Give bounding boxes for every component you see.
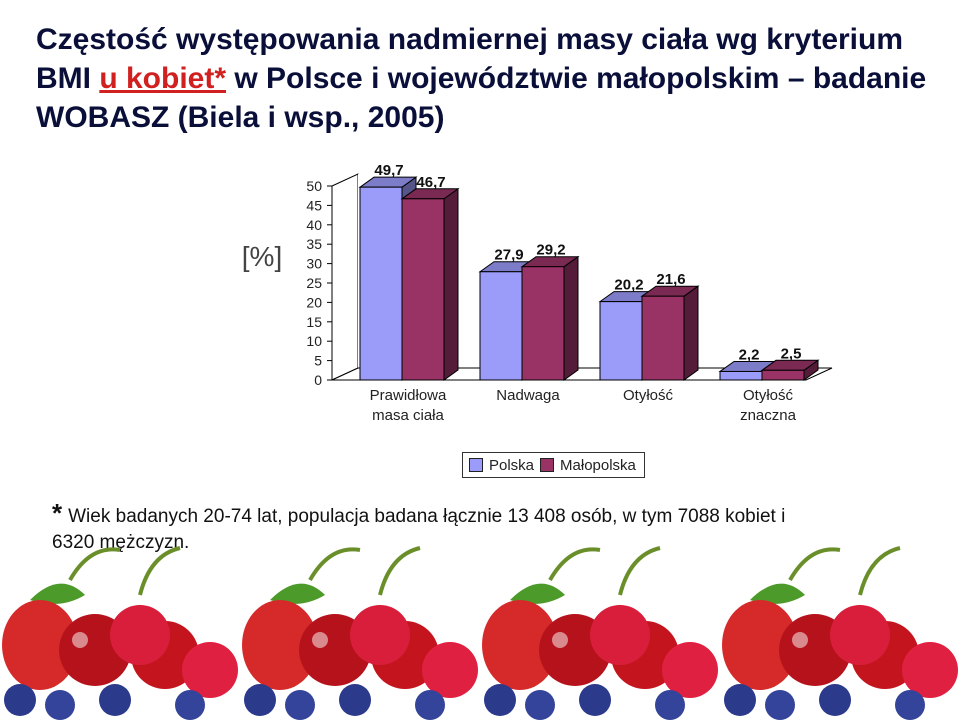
cherry-stem bbox=[68, 547, 121, 581]
bar-side bbox=[683, 285, 699, 381]
cherry-stem bbox=[308, 547, 361, 581]
cherry-highlight bbox=[72, 632, 88, 648]
bar-małopolska bbox=[761, 369, 805, 381]
strawberry bbox=[482, 600, 558, 690]
blueberry bbox=[484, 684, 516, 716]
chart-panel: 0 5 10 15 20 25 30 35 40 45 50 [%] 49,7 46,7 Prawidłow… bbox=[222, 158, 914, 483]
legend-label-polska: Polska bbox=[489, 456, 535, 474]
y-tick-label: 5 bbox=[314, 353, 322, 369]
bar-małopolska bbox=[641, 295, 685, 381]
legend-label-malopolska: Małopolska bbox=[560, 456, 636, 474]
data-label: 29,2 bbox=[536, 242, 565, 259]
footnote-text: Wiek badanych 20-74 lat, populacja badan… bbox=[52, 506, 786, 553]
blueberry bbox=[4, 684, 36, 716]
leaf bbox=[30, 583, 85, 604]
legend-swatch-polska bbox=[469, 458, 483, 472]
y-tick-label: 0 bbox=[314, 372, 322, 388]
category-label: Nadwaga bbox=[496, 387, 560, 404]
bar-chart: 0 5 10 15 20 25 30 35 40 45 50 [%] 49,7 46,7 Prawidłow… bbox=[242, 162, 912, 424]
data-label: 2,2 bbox=[739, 346, 760, 363]
blueberry bbox=[45, 690, 75, 720]
title-highlight: u kobiet* bbox=[99, 62, 227, 95]
y-tick-label: 25 bbox=[306, 275, 322, 291]
blueberry bbox=[244, 684, 276, 716]
bar-polska bbox=[359, 186, 403, 381]
blueberry bbox=[765, 690, 795, 720]
raspberry bbox=[662, 642, 718, 698]
raspberry bbox=[350, 605, 410, 665]
cherry-stem bbox=[618, 546, 661, 596]
footnote: * Wiek badanych 20-74 lat, populacja bada… bbox=[52, 500, 812, 556]
category-label: Otyłość bbox=[623, 387, 674, 404]
leaf bbox=[510, 583, 565, 604]
data-label: 49,7 bbox=[374, 162, 403, 179]
y-tick-label: 45 bbox=[306, 197, 322, 213]
category-label: Otyłość bbox=[743, 387, 794, 404]
raspberry bbox=[110, 605, 170, 665]
bar-polska bbox=[599, 301, 643, 381]
y-tick-label: 35 bbox=[306, 236, 322, 252]
footnote-star: * bbox=[52, 498, 63, 528]
blueberry bbox=[579, 684, 611, 716]
y-tick-label: 40 bbox=[306, 217, 322, 233]
raspberry bbox=[422, 642, 478, 698]
raspberry bbox=[830, 605, 890, 665]
bar-małopolska bbox=[521, 266, 565, 381]
y-axis-label: [%] bbox=[242, 241, 282, 272]
y-tick-label: 30 bbox=[306, 256, 322, 272]
blueberry bbox=[175, 690, 205, 720]
bar-małopolska bbox=[401, 198, 445, 381]
side-wall bbox=[331, 173, 359, 381]
y-tick-label: 20 bbox=[306, 294, 322, 310]
strawberry bbox=[2, 600, 78, 690]
cherry-stem bbox=[138, 546, 181, 596]
strawberry bbox=[722, 600, 798, 690]
blueberry bbox=[99, 684, 131, 716]
cherry-highlight bbox=[792, 632, 808, 648]
cherry-stem bbox=[788, 547, 841, 581]
bar-polska bbox=[479, 271, 523, 381]
chart-legend: Polska Małopolska bbox=[462, 452, 645, 478]
data-label: 2,5 bbox=[781, 345, 802, 362]
bar-polska bbox=[719, 370, 763, 381]
blueberry bbox=[819, 684, 851, 716]
cherry-stem bbox=[858, 546, 901, 596]
legend-swatch-malopolska bbox=[540, 458, 555, 472]
data-label: 46,7 bbox=[416, 174, 445, 191]
title-part1: Częstość występowania nadmiernej masy ci… bbox=[36, 23, 904, 95]
blueberry bbox=[895, 690, 925, 720]
leaf bbox=[270, 583, 325, 604]
blueberry bbox=[655, 690, 685, 720]
bar-side bbox=[563, 255, 579, 381]
slide-title: Częstość występowania nadmiernej masy ci… bbox=[36, 20, 936, 137]
cherry-highlight bbox=[552, 632, 568, 648]
blueberry bbox=[525, 690, 555, 720]
data-label: 27,9 bbox=[494, 247, 523, 264]
raspberry bbox=[182, 642, 238, 698]
cherry-stem bbox=[378, 546, 421, 596]
strawberry bbox=[242, 600, 318, 690]
cherries-berries-icon bbox=[2, 546, 958, 720]
y-tick-label: 50 bbox=[306, 178, 322, 194]
cherry-stem bbox=[548, 547, 601, 581]
data-label: 21,6 bbox=[656, 271, 685, 288]
cherry-highlight bbox=[312, 632, 328, 648]
bar-side bbox=[443, 187, 459, 381]
data-label: 20,2 bbox=[614, 277, 643, 294]
blueberry bbox=[415, 690, 445, 720]
blueberry bbox=[724, 684, 756, 716]
raspberry bbox=[902, 642, 958, 698]
raspberry bbox=[590, 605, 650, 665]
blueberry bbox=[285, 690, 315, 720]
blueberry bbox=[339, 684, 371, 716]
category-label: masa ciała bbox=[372, 407, 444, 424]
category-label: Prawidłowa bbox=[370, 387, 447, 404]
category-label: znaczna bbox=[740, 407, 797, 424]
y-tick-label: 10 bbox=[306, 333, 322, 349]
leaf bbox=[750, 583, 805, 604]
y-tick-label: 15 bbox=[306, 314, 322, 330]
title-part2: w Polsce i województwie małopolskim – ba… bbox=[36, 62, 927, 134]
